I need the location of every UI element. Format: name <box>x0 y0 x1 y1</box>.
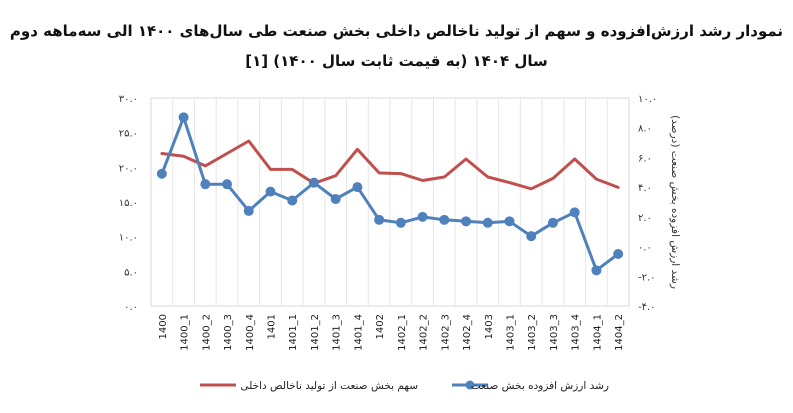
data-point-growth <box>308 177 319 188</box>
left-tick-label: ۰.۰ <box>124 302 138 313</box>
chart-title-line-2: سال ۱۴۰۴ (به قیمت ثابت سال ۱۴۰۰) [۱] <box>245 52 548 70</box>
x-tick-label: 1400_1 <box>180 314 191 351</box>
left-tick-label: ۳۰.۰ <box>119 94 138 105</box>
legend: سهم بخش صنعت از تولید ناخالص داخلی رشد ا… <box>200 380 609 392</box>
data-point-growth <box>243 205 254 216</box>
left-axis-ticks: ۰.۰ ۵.۰ ۱۰.۰ ۱۵.۰ ۲۰.۰ ۲۵.۰ ۳۰.۰ <box>119 94 138 313</box>
x-tick-label: 1403_2 <box>527 314 538 351</box>
x-tick-label: 1402_3 <box>440 314 451 351</box>
right-tick-label: -۴.۰ <box>638 302 656 313</box>
data-point-growth <box>417 211 428 222</box>
data-point-growth <box>569 207 580 218</box>
left-tick-label: ۱۰.۰ <box>119 233 138 244</box>
x-tick-label: 1403_1 <box>506 314 517 351</box>
data-point-growth <box>547 217 558 228</box>
right-tick-label: ۸.۰ <box>638 124 652 135</box>
left-tick-label: ۲۵.۰ <box>119 129 138 140</box>
x-tick-label: 1403_3 <box>549 314 560 351</box>
right-axis-ticks: -۴.۰ -۲.۰ ۰.۰ ۲.۰ ۴.۰ ۶.۰ ۸.۰ ۱۰.۰ <box>638 94 657 313</box>
series-line-share <box>160 139 620 191</box>
data-point-growth <box>504 216 515 227</box>
x-tick-label: 1404_2 <box>614 314 625 351</box>
x-tick-label: 1400 <box>158 314 169 339</box>
x-tick-label: 1400_3 <box>223 314 234 351</box>
x-tick-label: 1401 <box>267 314 278 339</box>
x-tick-label: 1401_2 <box>310 314 321 351</box>
data-point-growth <box>287 195 298 206</box>
data-point-growth <box>613 249 624 259</box>
x-tick-label: 1402_2 <box>419 314 430 351</box>
x-tick-label: 1403 <box>484 314 495 339</box>
right-tick-label: ۲.۰ <box>638 213 652 224</box>
x-tick-label: 1401_3 <box>332 314 343 351</box>
right-tick-label: ۰.۰ <box>638 243 652 254</box>
data-point-growth <box>526 231 537 242</box>
data-point-growth <box>156 168 167 179</box>
right-axis-title: رشد ارزش افزوده بخش صنعت (درصد) <box>669 115 681 289</box>
data-point-growth <box>461 216 472 227</box>
right-tick-label: ۶.۰ <box>638 153 652 164</box>
grid <box>172 98 608 306</box>
left-tick-label: ۱۵.۰ <box>119 198 138 209</box>
right-tick-label: ۴.۰ <box>638 183 652 194</box>
data-point-growth <box>200 179 211 190</box>
data-point-growth <box>591 265 602 276</box>
x-tick-label: 1403_4 <box>571 314 582 351</box>
data-point-growth <box>178 112 189 123</box>
legend-label-share: سهم بخش صنعت از تولید ناخالص داخلی <box>240 380 418 392</box>
right-tick-label: -۲.۰ <box>638 272 656 283</box>
x-tick-label: 1401_4 <box>353 314 364 351</box>
legend-label-growth: رشد ارزش افزوده بخش صنعت <box>471 380 609 392</box>
x-tick-label: 1400_4 <box>245 314 256 351</box>
x-axis-ticks: 1400 1400_1 1400_2 1400_3 1400_4 1401 1401_1 14… <box>158 314 625 351</box>
data-point-growth <box>352 182 363 193</box>
data-point-growth <box>482 217 493 228</box>
left-tick-label: ۲۰.۰ <box>119 163 138 174</box>
x-tick-label: 1404_1 <box>592 314 603 351</box>
x-tick-label: 1402 <box>375 314 386 339</box>
right-tick-label: ۱۰.۰ <box>638 94 657 105</box>
data-point-growth <box>222 179 233 190</box>
x-tick-label: 1401_1 <box>288 314 299 351</box>
data-point-growth <box>265 186 276 197</box>
x-tick-label: 1402_4 <box>462 314 473 351</box>
x-tick-label: 1402_1 <box>397 314 408 351</box>
data-point-growth <box>395 217 406 228</box>
x-tick-label: 1400_2 <box>201 314 212 351</box>
left-tick-label: ۵.۰ <box>124 267 138 278</box>
data-point-growth <box>374 214 385 225</box>
legend-marker-growth <box>465 380 475 390</box>
series-layer <box>156 112 624 276</box>
series-line-growth <box>160 115 620 272</box>
chart-title-line-1: نمودار رشد ارزش‌افزوده و سهم از تولید نا… <box>9 22 784 40</box>
data-point-growth <box>439 214 450 225</box>
data-point-growth <box>330 194 341 205</box>
